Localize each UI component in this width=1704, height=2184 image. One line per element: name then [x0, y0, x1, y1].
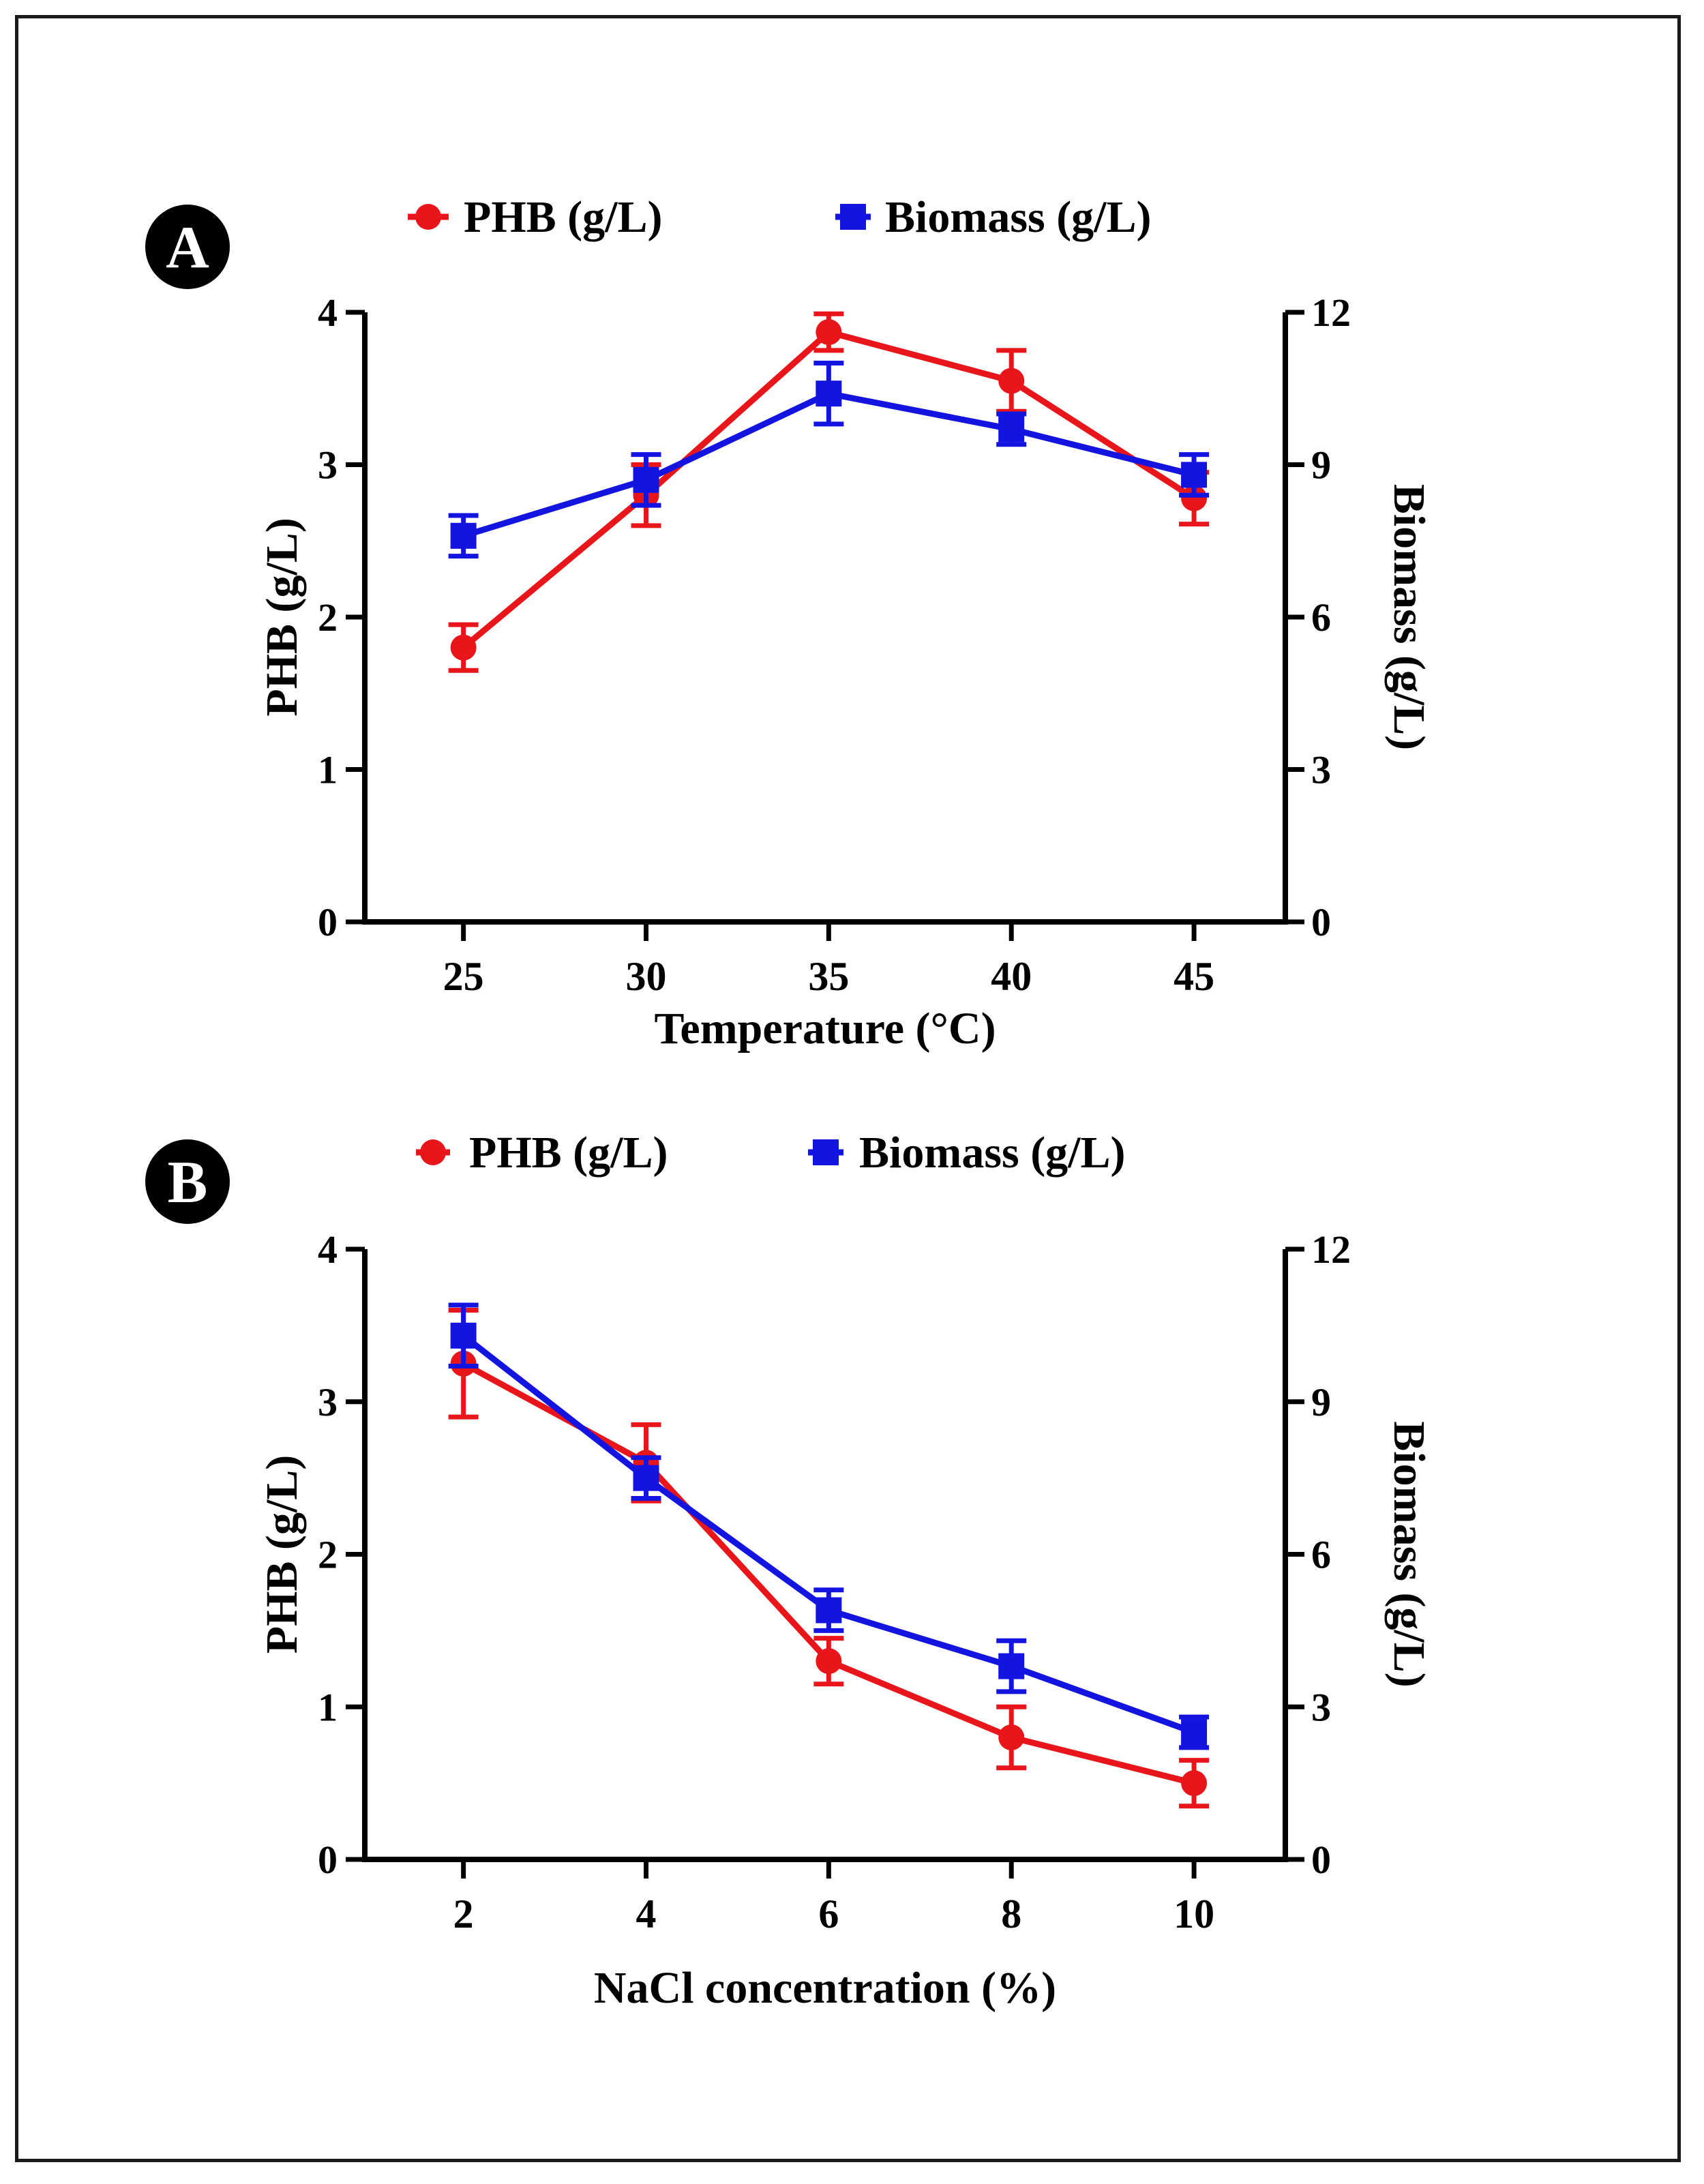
- phb-point: [816, 1648, 842, 1675]
- panel-label: A: [166, 215, 209, 281]
- x-axis-label: NaCl concentration (%): [594, 1963, 1056, 2013]
- y-tick-label: 1: [318, 1685, 338, 1729]
- figure-frame: [15, 15, 1681, 2162]
- y-tick-label: 3: [318, 443, 338, 488]
- y2-tick-label: 6: [1311, 1533, 1331, 1577]
- phb-point: [998, 1724, 1025, 1750]
- legend-label-biomass: Biomass (g/L): [885, 192, 1152, 242]
- y-tick-label: 0: [318, 900, 338, 944]
- legend-marker-biomass: [840, 204, 866, 230]
- phb-point: [1181, 1770, 1208, 1797]
- legend-label-biomass: Biomass (g/L): [859, 1128, 1126, 1178]
- x-axis-label: Temperature (°C): [654, 1004, 996, 1053]
- biomass-point: [633, 1465, 659, 1491]
- y-axis-label: PHB (g/L): [257, 1455, 307, 1654]
- panel-label: B: [168, 1150, 208, 1216]
- x-tick-label: 6: [818, 1891, 839, 1936]
- biomass-point: [633, 466, 659, 493]
- biomass-point: [1181, 1719, 1208, 1746]
- y2-tick-label: 9: [1311, 443, 1331, 488]
- panel-label-badge: [145, 205, 230, 289]
- biomass-point: [1181, 462, 1208, 488]
- biomass-point: [998, 416, 1025, 443]
- y2-tick-label: 12: [1311, 290, 1351, 335]
- legend-marker-phb: [420, 1139, 446, 1165]
- x-tick-label: 35: [808, 954, 849, 999]
- y2-tick-label: 0: [1311, 1838, 1331, 1882]
- y-tick-label: 4: [318, 1227, 338, 1272]
- y2-tick-label: 6: [1311, 595, 1331, 640]
- legend-label-phb: PHB (g/L): [464, 192, 663, 242]
- x-tick-label: 25: [443, 954, 484, 999]
- phb-point: [816, 319, 842, 346]
- phb-point: [1181, 485, 1208, 511]
- y2-tick-label: 0: [1311, 900, 1331, 944]
- y-tick-label: 4: [318, 290, 338, 335]
- x-tick-label: 2: [453, 1891, 474, 1936]
- phb-series-line: [462, 1360, 1195, 1786]
- biomass-point: [816, 1597, 842, 1624]
- legend-marker-phb: [415, 204, 441, 230]
- biomass-point: [450, 522, 477, 549]
- y2-axis-label: Biomass (g/L): [1384, 1421, 1434, 1688]
- biomass-point: [450, 1322, 477, 1349]
- y2-tick-label: 3: [1311, 748, 1331, 792]
- phb-point: [998, 368, 1025, 394]
- y2-tick-label: 3: [1311, 1685, 1331, 1729]
- y2-axis-label: Biomass (g/L): [1384, 484, 1434, 751]
- biomass-point: [816, 380, 842, 407]
- x-tick-label: 4: [636, 1891, 657, 1936]
- x-tick-label: 30: [626, 954, 667, 999]
- y-axis-label: PHB (g/L): [257, 518, 307, 717]
- phb-point: [450, 634, 477, 661]
- biomass-point: [998, 1653, 1025, 1679]
- x-tick-label: 8: [1001, 1891, 1021, 1936]
- panel-label-badge: [145, 1139, 230, 1224]
- x-tick-label: 45: [1174, 954, 1214, 999]
- legend-marker-biomass: [813, 1139, 839, 1165]
- y2-tick-label: 9: [1311, 1380, 1331, 1424]
- legend-label-phb: PHB (g/L): [469, 1128, 668, 1178]
- x-tick-label: 40: [991, 954, 1032, 999]
- y-tick-label: 0: [318, 1838, 338, 1882]
- x-tick-label: 10: [1174, 1891, 1214, 1936]
- y-tick-label: 2: [318, 595, 338, 640]
- y2-tick-label: 12: [1311, 1227, 1351, 1272]
- y-tick-label: 3: [318, 1380, 338, 1424]
- y-tick-label: 1: [318, 748, 338, 792]
- y-tick-label: 2: [318, 1533, 338, 1577]
